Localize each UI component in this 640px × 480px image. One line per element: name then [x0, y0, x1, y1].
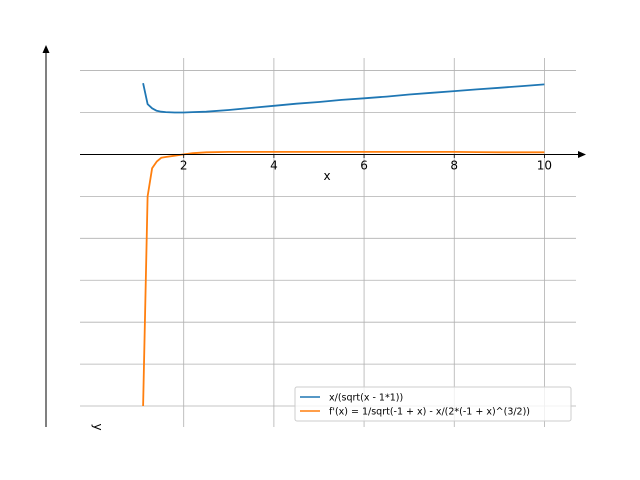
series-line-1 — [142, 83, 545, 114]
y-axis-label: y — [91, 423, 105, 430]
legend: x/(sqrt(x - 1*1)) f'(x) = 1/sqrt(-1 + x)… — [294, 386, 572, 422]
axes — [42, 45, 586, 427]
x-tick-label: 2 — [180, 158, 188, 172]
grid — [80, 58, 576, 427]
y-axis-arrow — [42, 45, 50, 53]
tick-labels: 2 4 6 8 10 — [180, 154, 552, 172]
series-line-2 — [142, 150, 545, 407]
x-tick-label: 6 — [360, 158, 368, 172]
x-axis-label: x — [323, 169, 330, 183]
x-tick-label: 8 — [450, 158, 458, 172]
legend-label-series-2: f'(x) = 1/sqrt(-1 + x) - x/(2*(-1 + x)^(… — [329, 407, 530, 418]
legend-label-series-1: x/(sqrt(x - 1*1)) — [329, 393, 403, 404]
x-tick-label: 4 — [270, 158, 278, 172]
x-tick-label: 10 — [537, 158, 552, 172]
x-axis-arrow — [578, 150, 586, 158]
series-layer — [142, 83, 545, 407]
legend-box — [294, 386, 572, 422]
